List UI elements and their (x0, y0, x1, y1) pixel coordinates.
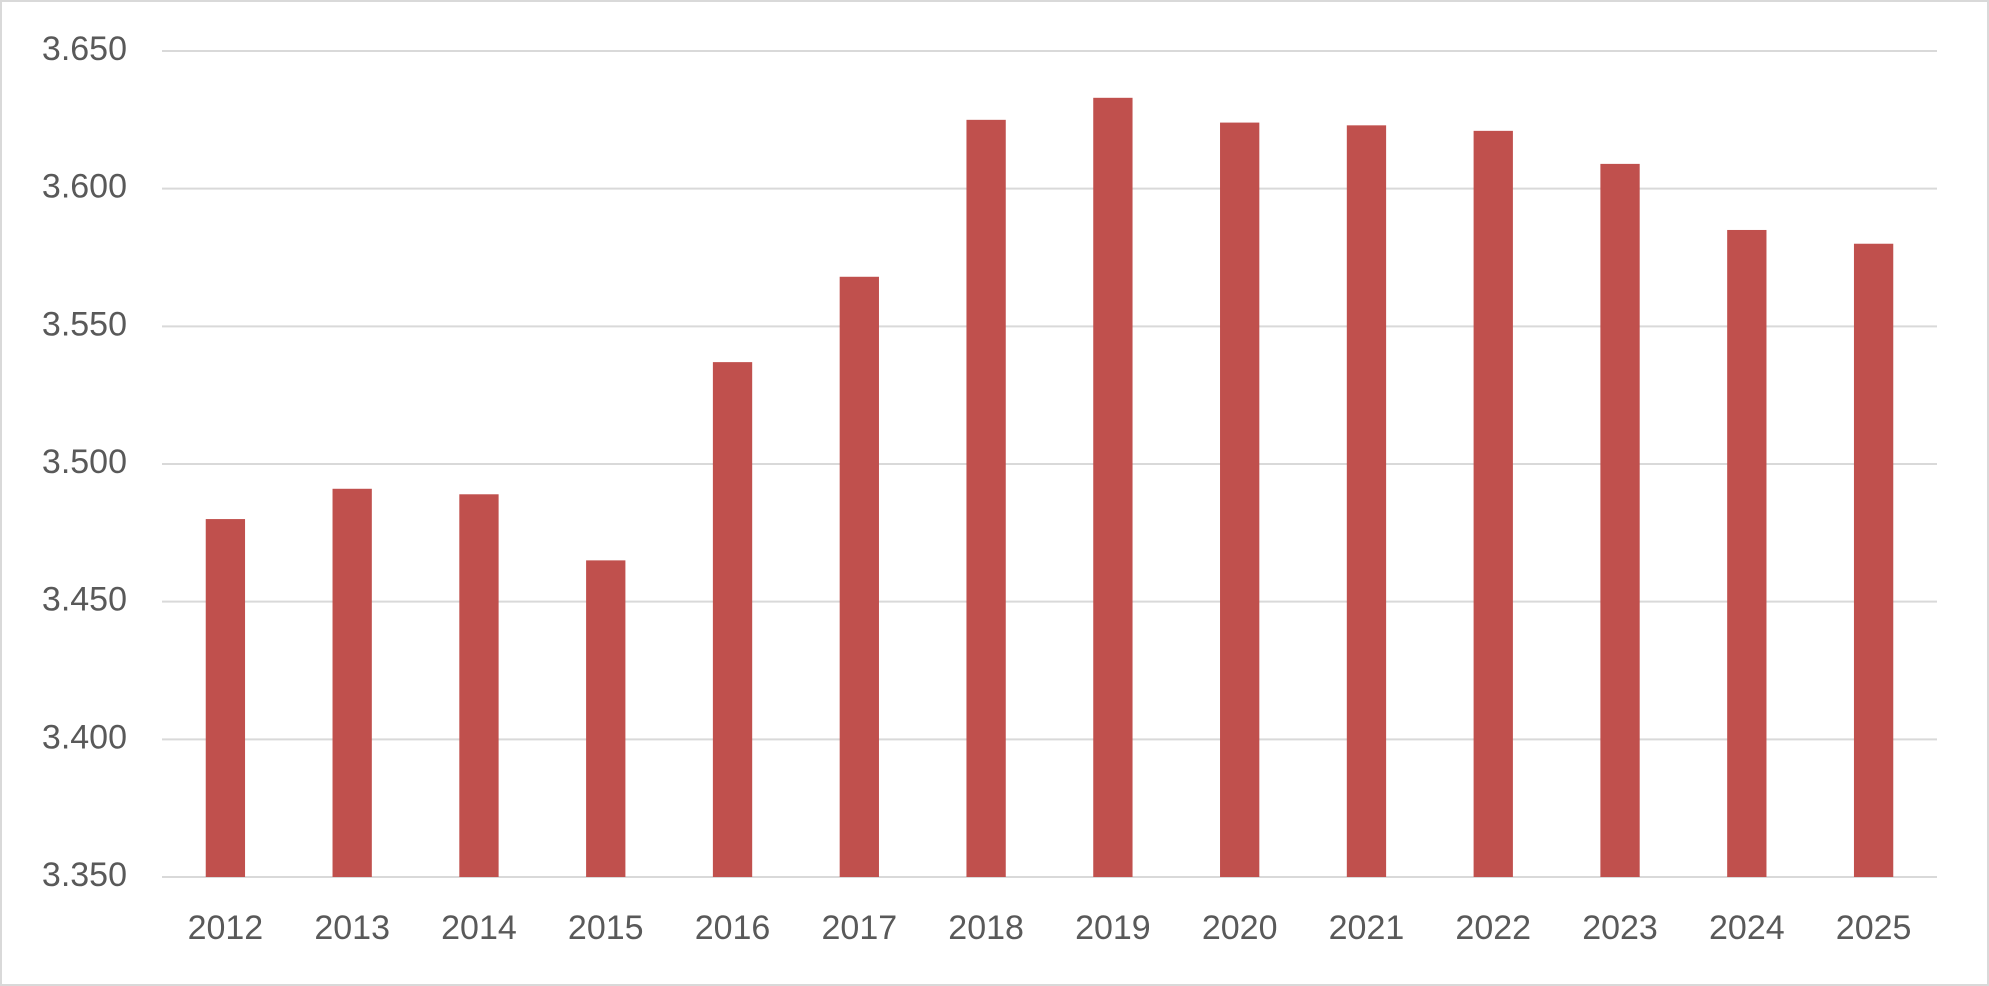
x-tick-label: 2020 (1202, 909, 1278, 947)
y-tick-label: 3.350 (42, 856, 127, 894)
bar (332, 488, 372, 877)
bar (1473, 130, 1513, 877)
bar (712, 362, 753, 877)
bar (1727, 229, 1767, 877)
bar (966, 119, 1006, 878)
x-tick-label: 2025 (1836, 909, 1912, 947)
y-tick-label: 3.550 (42, 305, 127, 343)
y-tick-label: 3.450 (42, 581, 127, 619)
x-tick-label: 2021 (1329, 909, 1405, 947)
x-tick-label: 2017 (822, 909, 898, 947)
bar (1346, 125, 1387, 878)
x-tick-label: 2015 (568, 909, 644, 947)
y-tick-label: 3.650 (42, 30, 127, 68)
bar (1853, 243, 1894, 877)
y-tick-label: 3.600 (42, 168, 127, 206)
x-tick-label: 2016 (695, 909, 771, 947)
bar (1093, 97, 1133, 878)
x-tick-label: 2023 (1582, 909, 1658, 947)
x-tick-label: 2014 (441, 909, 517, 947)
bar (459, 494, 499, 877)
bar (586, 560, 626, 877)
y-tick-label: 3.400 (42, 718, 127, 756)
x-tick-label: 2024 (1709, 909, 1785, 947)
bar (1220, 122, 1260, 877)
x-tick-label: 2018 (948, 909, 1024, 947)
y-tick-label: 3.500 (42, 443, 127, 481)
x-tick-label: 2012 (188, 909, 264, 947)
x-tick-label: 2022 (1455, 909, 1531, 947)
x-tick-label: 2019 (1075, 909, 1151, 947)
x-tick-label: 2013 (314, 909, 390, 947)
bar (205, 519, 246, 877)
bar (839, 276, 879, 878)
bar (1600, 163, 1640, 878)
